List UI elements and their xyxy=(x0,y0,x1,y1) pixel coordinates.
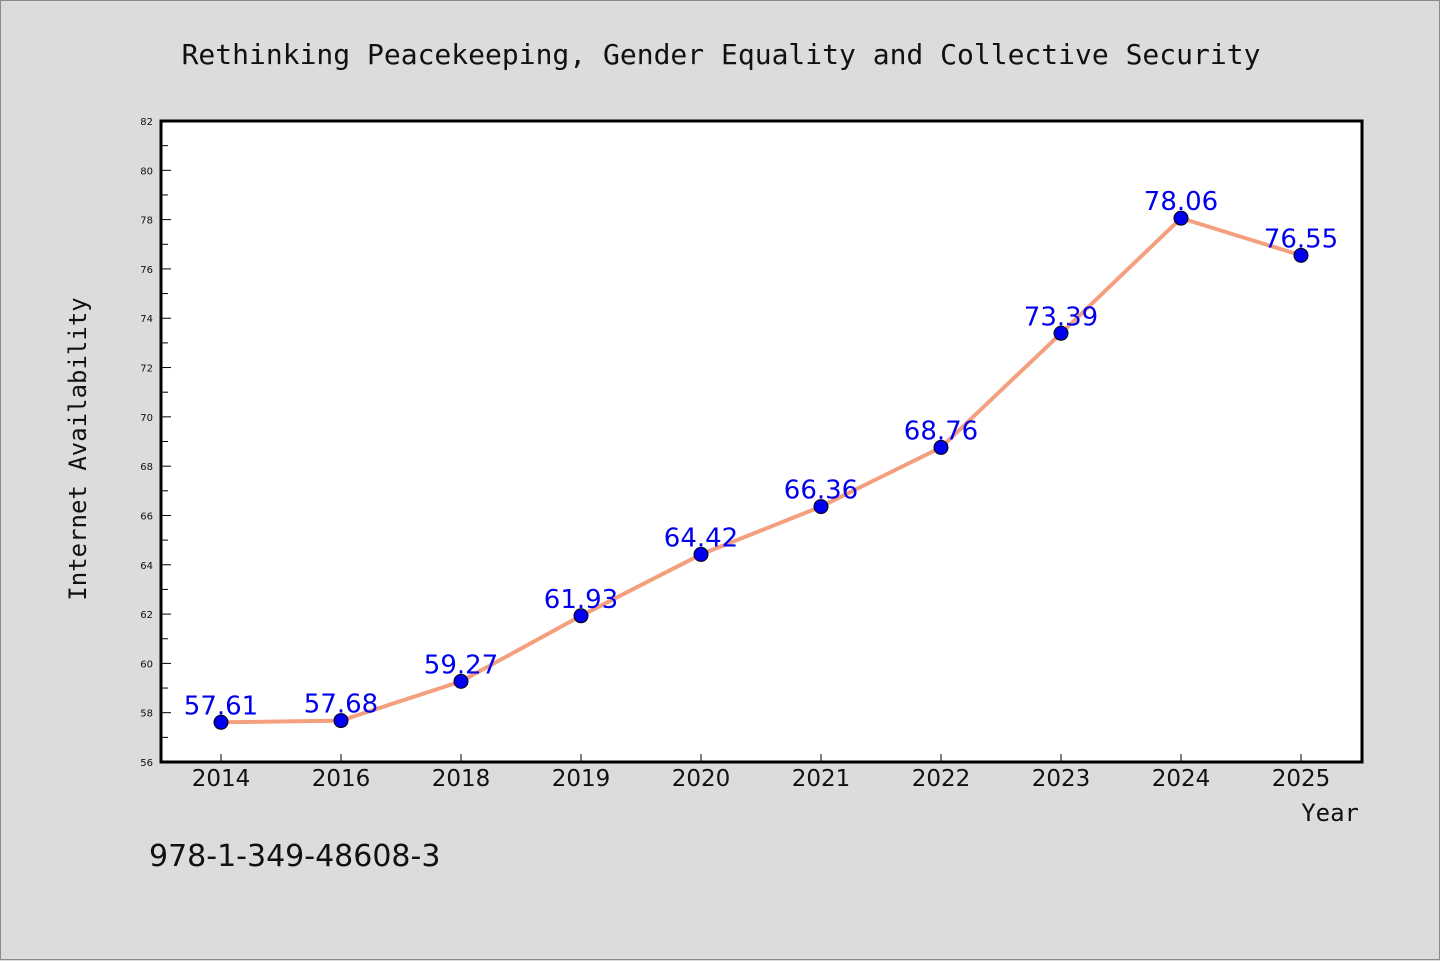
data-label: 57.61 xyxy=(184,691,258,721)
data-point xyxy=(333,713,349,729)
data-label: 59.27 xyxy=(424,650,498,680)
data-label: 57.68 xyxy=(304,690,378,720)
x-tick-label: 2019 xyxy=(552,766,611,792)
data-point xyxy=(1293,247,1309,263)
data-point xyxy=(573,608,589,624)
x-tick-label: 2023 xyxy=(1032,766,1091,792)
y-tick-label: 74 xyxy=(140,314,153,325)
data-point xyxy=(693,546,709,562)
y-tick-label: 82 xyxy=(140,117,153,128)
data-point xyxy=(933,439,949,455)
data-label: 61.93 xyxy=(544,585,618,615)
y-tick-label: 66 xyxy=(140,511,153,522)
y-tick-label: 56 xyxy=(140,758,153,769)
y-tick-label: 58 xyxy=(140,709,153,720)
x-tick-label: 2018 xyxy=(432,766,491,792)
data-label: 76.55 xyxy=(1264,224,1338,254)
x-axis-title: Year xyxy=(1301,799,1359,827)
plot-area xyxy=(159,119,1364,764)
y-tick-label: 78 xyxy=(140,216,153,227)
x-tick-label: 2024 xyxy=(1152,766,1211,792)
data-label: 73.39 xyxy=(1024,302,1098,332)
x-tick-label: 2025 xyxy=(1272,766,1331,792)
y-tick-label: 80 xyxy=(140,166,153,177)
y-tick-label: 68 xyxy=(140,462,153,473)
y-axis-title: Internet Availability xyxy=(64,297,92,600)
series-line-group xyxy=(220,216,1302,725)
x-tick-label: 2020 xyxy=(672,766,731,792)
data-label: 68.76 xyxy=(904,416,978,446)
data-point xyxy=(213,714,229,730)
data-point xyxy=(1053,325,1069,341)
data-label: 64.42 xyxy=(664,523,738,553)
y-tick-label: 70 xyxy=(140,413,153,424)
y-tick-label: 60 xyxy=(140,659,153,670)
data-point xyxy=(453,673,469,689)
data-point xyxy=(1173,210,1189,226)
data-point xyxy=(813,499,829,515)
series-line xyxy=(220,216,1302,725)
y-tick-label: 76 xyxy=(140,265,153,276)
data-label: 78.06 xyxy=(1144,187,1218,217)
y-tick-label: 72 xyxy=(140,364,153,375)
x-tick-label: 2021 xyxy=(792,766,851,792)
y-axis: 56 58 60 62 64 66 68 70 72 74 76 78 80 82 xyxy=(140,117,171,769)
chart-title: Rethinking Peacekeeping, Gender Equality… xyxy=(182,38,1261,71)
x-axis: 2014 2016 2018 2019 2020 2021 2022 2023 2024 2025 xyxy=(192,754,1331,792)
data-label: 66.36 xyxy=(784,476,858,506)
data-labels: 57.61 57.68 59.27 61.93 64.42 66.36 68.76 73.39… xyxy=(184,187,1338,721)
y-tick-label: 62 xyxy=(140,610,153,621)
x-tick-label: 2016 xyxy=(312,766,371,792)
y-tick-label: 64 xyxy=(140,561,153,572)
data-markers xyxy=(213,210,1309,730)
x-tick-label: 2014 xyxy=(192,766,251,792)
x-tick-label: 2022 xyxy=(912,766,971,792)
isbn-text: 978-1-349-48608-3 xyxy=(149,839,440,874)
